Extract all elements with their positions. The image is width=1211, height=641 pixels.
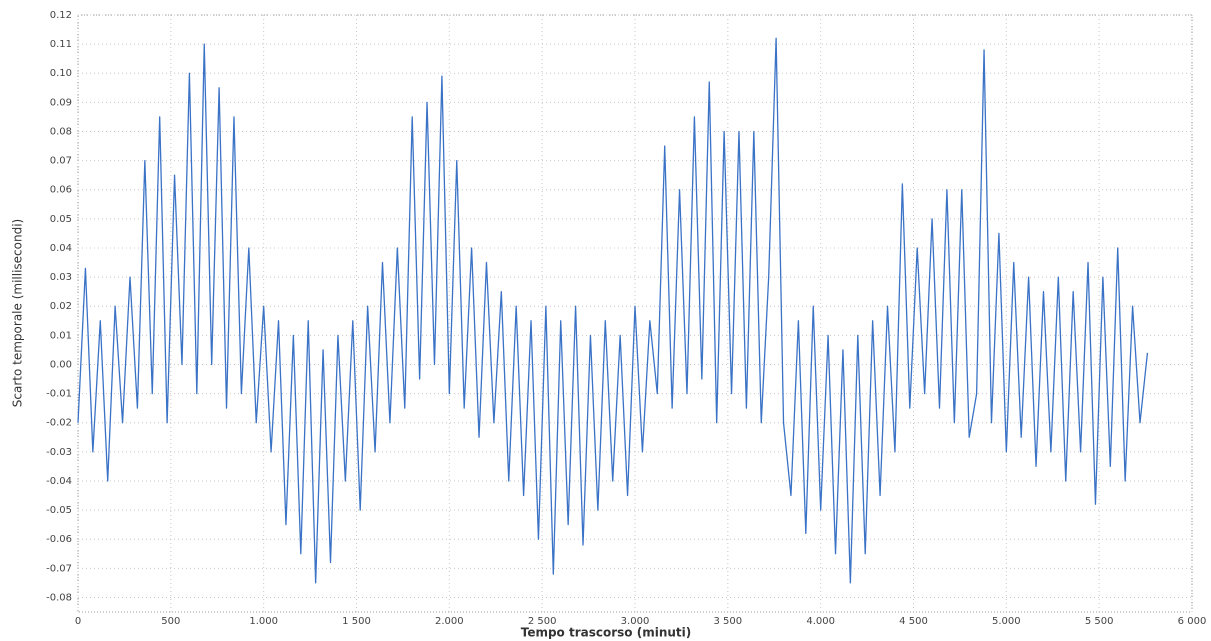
y-tick-label: -0.06 (46, 534, 72, 545)
x-axis-title: Tempo trascorso (minuti) (521, 626, 692, 640)
x-tick-label: 500 (161, 616, 180, 627)
y-axis-title: Scarto temporale (millisecondi) (11, 219, 25, 407)
x-tick-label: 5 500 (1085, 616, 1114, 627)
y-tick-label: 0.06 (50, 185, 72, 196)
y-tick-label: -0.05 (46, 505, 72, 516)
y-tick-label: 0.05 (50, 214, 72, 225)
y-tick-label: -0.03 (46, 447, 72, 458)
y-tick-label: -0.08 (46, 592, 72, 603)
x-tick-label: 0 (75, 616, 81, 627)
y-tick-label: 0.11 (50, 39, 72, 50)
y-tick-label: 0.08 (50, 126, 72, 137)
x-tick-label: 2.000 (435, 616, 464, 627)
x-tick-label: 6 000 (1178, 616, 1207, 627)
y-tick-label: 0.09 (50, 97, 72, 108)
x-tick-label: 1.000 (249, 616, 278, 627)
x-tick-label: 3 500 (714, 616, 743, 627)
x-tick-label: 5.000 (992, 616, 1021, 627)
y-tick-label: 0.10 (50, 68, 72, 79)
y-tick-label: 0.02 (50, 301, 72, 312)
y-tick-label: -0.04 (46, 476, 72, 487)
y-tick-label: -0.01 (46, 389, 72, 400)
x-tick-label: 2 500 (528, 616, 557, 627)
x-tick-label: 3.000 (621, 616, 650, 627)
y-tick-label: -0.02 (46, 418, 72, 429)
x-tick-label: 4.000 (806, 616, 835, 627)
x-tick-label: 1 500 (342, 616, 371, 627)
y-tick-label: -0.07 (46, 563, 72, 574)
y-tick-label: 0.01 (50, 330, 72, 341)
y-tick-label: 0.04 (50, 243, 72, 254)
y-tick-label: 0.03 (50, 272, 72, 283)
x-tick-label: 4 500 (899, 616, 928, 627)
data-line (77, 37, 1149, 584)
y-tick-label: 0.00 (50, 359, 72, 370)
y-tick-label: 0.12 (50, 10, 72, 21)
y-tick-label: 0.07 (50, 156, 72, 167)
